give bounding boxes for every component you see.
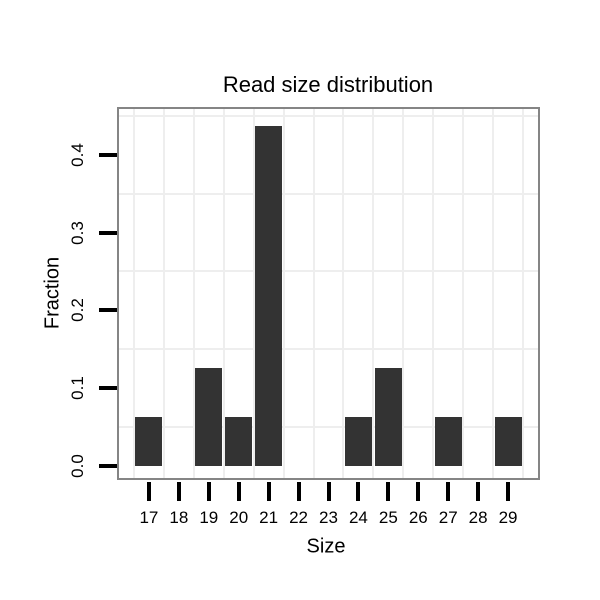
x-tick <box>176 482 181 501</box>
minor-v-gridline <box>132 109 135 478</box>
minor-v-gridline <box>432 109 435 478</box>
minor-h-gridline <box>119 114 538 117</box>
y-axis-title: Fraction <box>41 256 64 330</box>
x-tick-label: 21 <box>259 508 279 527</box>
x-tick <box>206 482 211 501</box>
x-tick <box>266 482 271 501</box>
y-tick <box>99 152 117 157</box>
x-tick <box>416 482 421 501</box>
bar-size-17 <box>135 417 163 466</box>
minor-h-gridline <box>119 192 538 195</box>
x-tick-label: 25 <box>378 508 398 527</box>
x-tick <box>326 482 331 501</box>
chart-title: Read size distribution <box>222 72 434 97</box>
minor-v-gridline <box>522 109 525 478</box>
x-tick <box>356 482 361 501</box>
x-tick <box>386 482 391 501</box>
x-tick <box>476 482 481 501</box>
bar-size-20 <box>225 417 253 466</box>
bar-size-21 <box>255 125 283 466</box>
y-tick <box>99 385 117 390</box>
y-tick <box>99 230 117 235</box>
x-tick-label: 28 <box>468 508 488 527</box>
x-axis-title: Size <box>306 535 346 558</box>
x-tick <box>236 482 241 501</box>
minor-v-gridline <box>372 109 375 478</box>
minor-v-gridline <box>162 109 165 478</box>
x-tick <box>506 482 511 501</box>
x-tick <box>446 482 451 501</box>
x-tick-label: 18 <box>169 508 189 527</box>
minor-v-gridline <box>222 109 225 478</box>
bar-size-29 <box>494 417 522 466</box>
y-tick-label: 0.2 <box>68 298 87 323</box>
plot-panel <box>117 107 540 480</box>
y-tick <box>99 308 117 313</box>
minor-v-gridline <box>462 109 465 478</box>
y-tick-label: 0.4 <box>68 143 87 167</box>
x-tick-label: 22 <box>289 508 309 527</box>
x-tick-label: 20 <box>229 508 249 527</box>
x-tick-label: 27 <box>438 508 458 527</box>
x-tick-label: 19 <box>199 508 219 527</box>
bar-size-27 <box>434 417 462 466</box>
x-tick-label: 26 <box>408 508 428 527</box>
minor-v-gridline <box>192 109 195 478</box>
minor-v-gridline <box>252 109 255 478</box>
minor-v-gridline <box>312 109 315 478</box>
x-tick <box>146 482 151 501</box>
minor-v-gridline <box>282 109 285 478</box>
bar-size-25 <box>374 368 402 466</box>
y-tick-label: 0.0 <box>68 453 87 478</box>
x-tick-label: 24 <box>348 508 368 527</box>
minor-h-gridline <box>119 348 538 351</box>
minor-v-gridline <box>342 109 345 478</box>
minor-v-gridline <box>492 109 495 478</box>
minor-v-gridline <box>402 109 405 478</box>
y-tick-label: 0.1 <box>68 376 87 400</box>
x-tick-label: 29 <box>498 508 518 527</box>
y-tick-label: 0.3 <box>68 220 87 245</box>
bar-size-19 <box>195 368 223 466</box>
x-tick-label: 23 <box>319 508 338 527</box>
minor-h-gridline <box>119 270 538 273</box>
y-tick <box>99 463 117 468</box>
x-tick-label: 17 <box>139 508 159 527</box>
x-tick <box>296 482 301 501</box>
bar-size-24 <box>344 417 372 466</box>
minor-h-gridline <box>119 425 538 428</box>
